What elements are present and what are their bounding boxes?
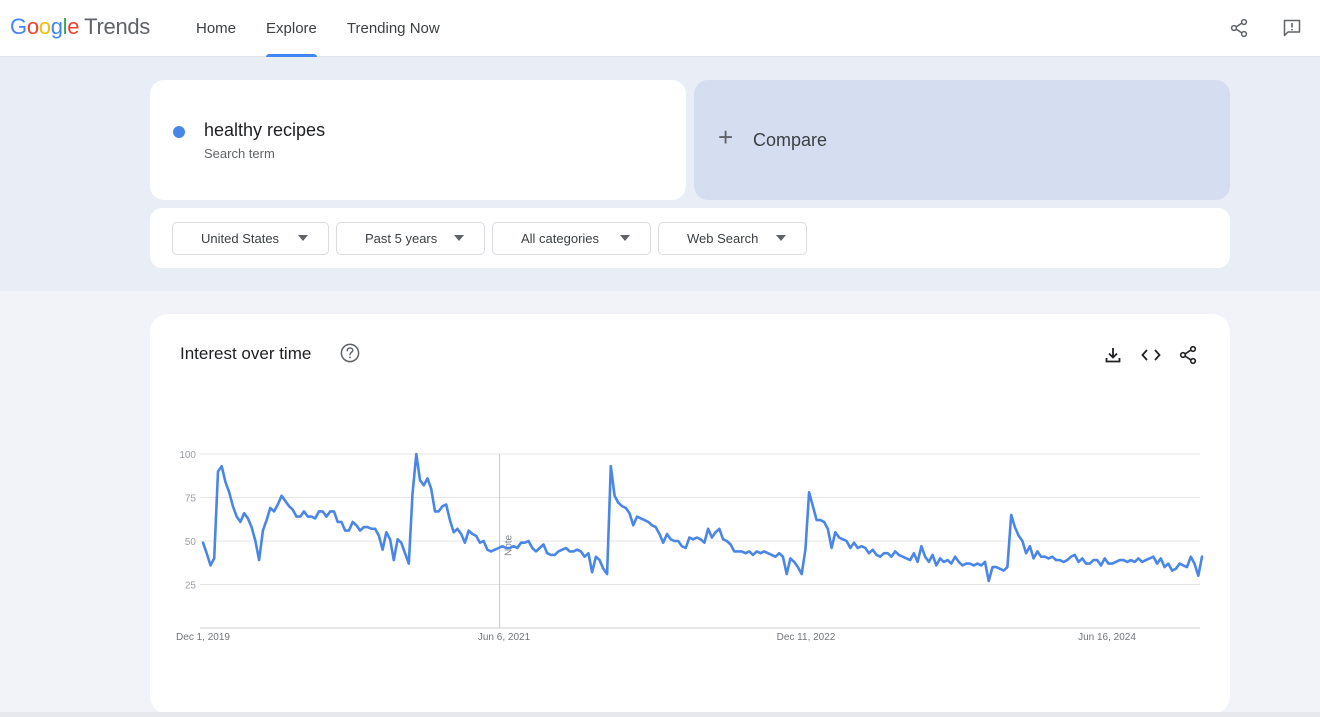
share-icon[interactable]	[1226, 15, 1252, 41]
time-range-dropdown[interactable]: Past 5 years	[336, 222, 485, 255]
feedback-icon[interactable]	[1279, 15, 1305, 41]
embed-icon[interactable]	[1140, 344, 1162, 366]
top-header: Google Trends Home Explore Trending Now	[0, 0, 1320, 57]
caret-down-icon	[298, 235, 308, 241]
search-type-dropdown[interactable]: Web Search	[658, 222, 807, 255]
compare-button[interactable]: + Compare	[694, 80, 1230, 200]
help-icon[interactable]	[339, 342, 361, 364]
tab-explore[interactable]: Explore	[251, 0, 332, 57]
tab-trending-now[interactable]: Trending Now	[346, 20, 440, 37]
plus-icon: +	[718, 122, 734, 152]
y-tick-label-25: 25	[185, 581, 197, 592]
compare-label: Compare	[753, 130, 828, 150]
main-nav: Home Explore Trending Now	[181, 0, 455, 57]
chart-title: Interest over time	[180, 344, 312, 363]
caret-down-icon	[776, 235, 786, 241]
share-icon[interactable]	[1177, 344, 1199, 366]
caret-down-icon	[620, 235, 630, 241]
y-tick-label-100: 100	[179, 450, 196, 461]
x-tick-label: Dec 1, 2019	[176, 632, 230, 643]
chart-note-marker[interactable]: Note	[499, 454, 515, 628]
download-icon[interactable]	[1102, 344, 1124, 366]
search-term-card[interactable]: healthy recipes Search term	[150, 80, 686, 200]
search-term-type: Search term	[204, 146, 275, 161]
region-dropdown[interactable]: United States	[172, 222, 329, 255]
y-tick-label-50: 50	[185, 537, 197, 548]
google-trends-logo[interactable]: Google Trends	[10, 14, 151, 39]
chart-series[interactable]	[201, 452, 1204, 583]
note-label: Note	[504, 534, 515, 556]
interest-over-time-card: Interest over time 25 50 75 100 Dec 1, 2019…	[150, 314, 1230, 714]
filter-bar: United States Past 5 years All categorie…	[150, 208, 1230, 268]
y-axis-ticks: 25 50 75 100	[179, 450, 196, 592]
search-term-name[interactable]: healthy recipes	[204, 120, 326, 140]
category-dropdown[interactable]: All categories	[492, 222, 651, 255]
x-axis-ticks: Dec 1, 2019 Jun 6, 2021 Dec 11, 2022 Jun 16…	[176, 632, 1136, 643]
x-tick-label: Jun 6, 2021	[478, 632, 531, 643]
y-tick-label-75: 75	[185, 494, 197, 505]
chart-gridlines	[200, 453, 1200, 629]
page-bottom-shade	[0, 712, 1320, 717]
term-color-dot	[173, 126, 185, 138]
series-line-healthy-recipes	[201, 452, 1204, 583]
x-tick-label: Dec 11, 2022	[777, 632, 836, 643]
caret-down-icon	[454, 235, 464, 241]
interest-line-chart: 25 50 75 100 Dec 1, 2019 Jun 6, 2021 Dec 11, …	[176, 450, 1204, 643]
tab-home[interactable]: Home	[196, 20, 237, 37]
x-tick-label: Jun 16, 2024	[1078, 632, 1136, 643]
